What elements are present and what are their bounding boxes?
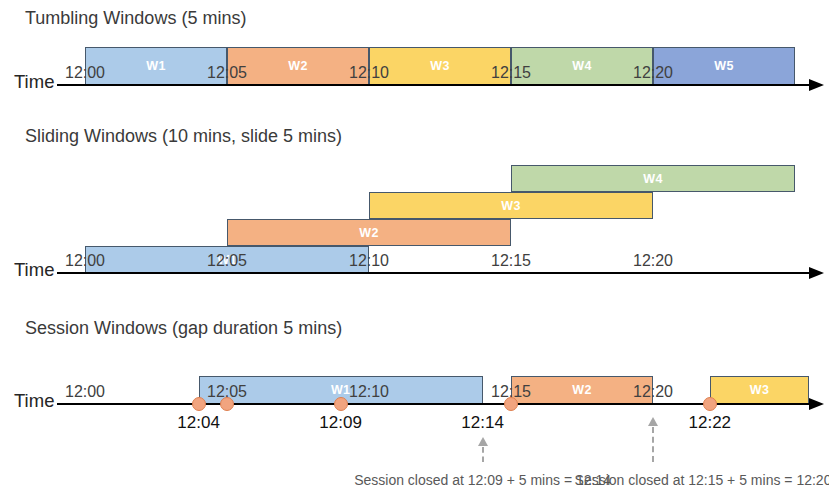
window-label: W3	[501, 199, 520, 213]
session-closed-note: Session closed at 12:09 + 5 mins = 12:14	[354, 472, 611, 488]
time-axis-line	[57, 403, 813, 405]
window-bar-w3: W3	[369, 192, 653, 219]
note-dashed-line	[482, 447, 484, 462]
window-bar-w4: W4	[511, 47, 653, 85]
diagram-canvas: Tumbling Windows (5 mins) Time W1 W2 W3 W4 W…	[0, 0, 829, 498]
window-label: W3	[430, 59, 449, 73]
tick-label: 12:00	[65, 252, 105, 270]
note-arrowhead-icon	[478, 437, 488, 446]
note-arrowhead-icon	[648, 417, 658, 426]
event-dot	[334, 397, 348, 411]
section-title: Sliding Windows (10 mins, slide 5 mins)	[25, 126, 342, 147]
window-bar-w2: W2	[227, 219, 511, 246]
section-title: Session Windows (gap duration 5 mins)	[25, 318, 342, 339]
window-label: W4	[572, 59, 591, 73]
tick-label: 12:05	[207, 252, 247, 270]
event-dot	[703, 397, 717, 411]
tick-label: 12:20	[633, 64, 673, 82]
tick-label: 12:00	[65, 64, 105, 82]
window-bar-w3: W3	[369, 47, 511, 85]
window-bar-w1: W1	[85, 47, 227, 85]
tick-label: 12:10	[349, 383, 389, 401]
event-time-label: 12:04	[177, 413, 220, 433]
window-label: W1	[331, 383, 350, 397]
tick-label: 12:05	[207, 64, 247, 82]
window-label: W4	[643, 172, 662, 186]
event-time-label: 12:09	[319, 413, 362, 433]
window-bar-w3: W3	[710, 376, 809, 404]
event-dot	[192, 397, 206, 411]
tick-label: 12:00	[65, 383, 105, 401]
tick-label: 12:20	[633, 383, 673, 401]
section-title: Tumbling Windows (5 mins)	[25, 8, 246, 29]
time-axis-label: Time	[14, 390, 54, 412]
window-label: W2	[359, 226, 378, 240]
window-label: W2	[572, 383, 591, 397]
event-time-label: 12:22	[689, 413, 732, 433]
event-time-label: 12:14	[461, 413, 504, 433]
window-label: W3	[750, 383, 769, 397]
event-dot	[504, 397, 518, 411]
tick-label: 12:20	[633, 252, 673, 270]
axis-arrowhead-icon	[809, 79, 824, 91]
window-bar-w4: W4	[511, 165, 795, 192]
event-dot	[220, 397, 234, 411]
window-label: W1	[146, 59, 165, 73]
tick-label: 12:10	[349, 252, 389, 270]
axis-arrowhead-icon	[809, 267, 824, 279]
window-label: W5	[714, 59, 733, 73]
window-label: W2	[288, 59, 307, 73]
tick-label: 12:15	[491, 64, 531, 82]
time-axis-line	[57, 272, 813, 274]
axis-arrowhead-icon	[809, 398, 824, 410]
time-axis-line	[57, 84, 813, 86]
time-axis-label: Time	[14, 259, 54, 281]
note-dashed-line	[652, 427, 654, 462]
time-axis-label: Time	[14, 71, 54, 93]
tick-label: 12:10	[349, 64, 389, 82]
window-bar-w2: W2	[511, 376, 653, 404]
window-bar-w2: W2	[227, 47, 369, 85]
session-closed-note: Session closed at 12:15 + 5 mins = 12:20	[575, 472, 829, 488]
tick-label: 12:15	[491, 252, 531, 270]
window-bar-w5: W5	[653, 47, 795, 85]
